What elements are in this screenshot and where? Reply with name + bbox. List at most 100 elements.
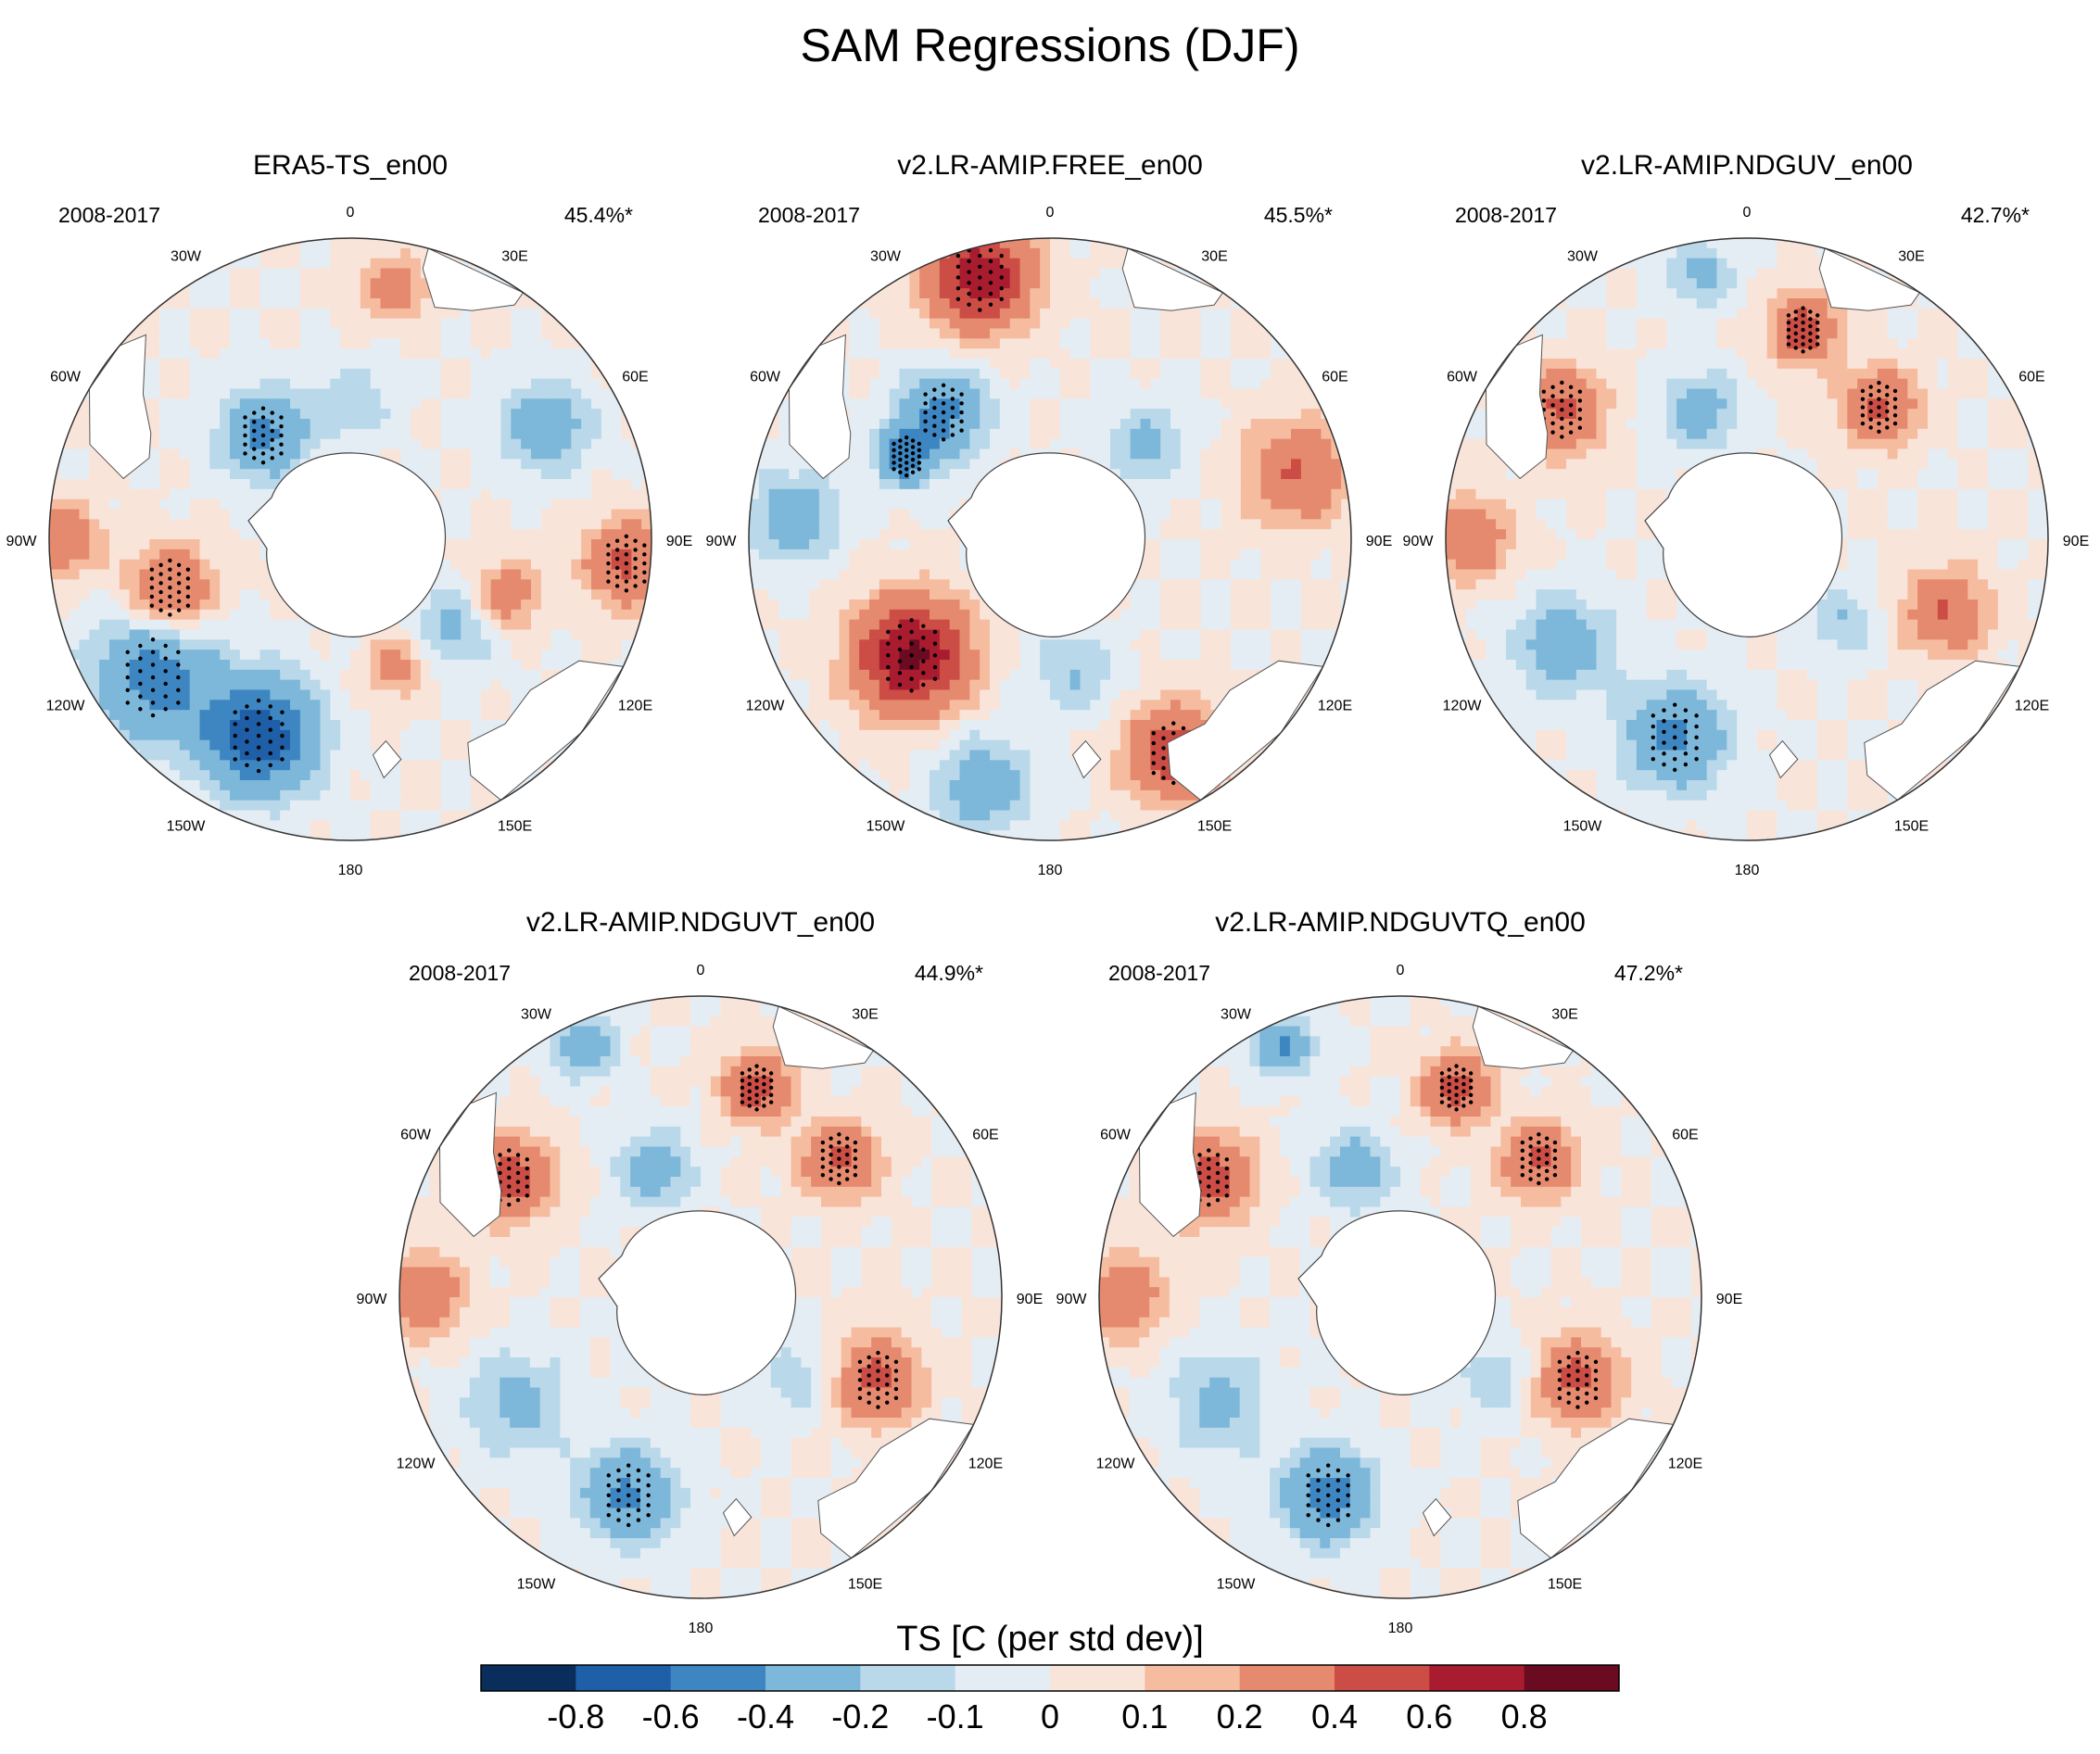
significance-dot [921,624,926,628]
significance-dot [1224,1193,1229,1198]
significance-dot [268,763,272,767]
longitude-label: 150E [1197,818,1232,834]
significance-dot [642,561,647,566]
significance-dot [917,454,922,459]
significance-dot [1560,425,1564,430]
significance-dot [1346,1483,1350,1488]
significance-dot [252,437,257,443]
significance-dot [1672,702,1677,707]
significance-dot [857,1395,863,1400]
significance-dot [1585,1391,1589,1396]
significance-dot [904,441,909,447]
significance-dot [252,428,257,434]
significance-dot [633,548,638,552]
significance-dot [185,576,191,581]
significance-dot [1885,400,1890,406]
longitude-label: 30W [521,1007,552,1023]
significance-dot [163,681,168,687]
significance-dot [636,1508,641,1513]
significance-dot [1468,1100,1474,1104]
significance-dot [1557,1369,1562,1373]
significance-dot [1877,413,1881,418]
significance-dot [163,669,168,674]
significance-dot [1151,761,1157,765]
significance-dot [1550,430,1555,435]
significance-dot [898,445,903,449]
significance-dot [1544,1136,1550,1141]
significance-dot [932,653,938,658]
significance-dot [616,1508,621,1513]
longitude-label: 90W [6,534,38,549]
significance-dot [1439,1100,1445,1104]
significance-dot [1161,776,1166,780]
significance-dot [176,675,181,680]
significance-dot [978,275,982,280]
significance-dot [1801,327,1805,333]
significance-dot [921,671,926,675]
significance-dot [988,248,993,253]
significance-dot [1575,1359,1580,1364]
significance-dot [1877,380,1881,385]
significance-dot [270,420,274,424]
significance-dot [876,1386,880,1392]
significance-dot [646,1513,651,1518]
significance-dot [1892,421,1898,426]
significance-dot [1316,1497,1321,1503]
significance-dot [923,410,928,415]
significance-dot [1786,313,1791,318]
significance-dot [932,676,938,681]
significance-dot [176,700,181,705]
significance-dot [967,259,971,264]
significance-dot [176,662,181,667]
significance-dot [1346,1473,1350,1478]
significance-dot [125,700,130,705]
significance-dot [988,281,993,285]
significance-dot [270,428,274,434]
significance-dot [260,461,266,465]
significance-dot [1860,388,1866,394]
significance-dot [909,688,914,693]
significance-dot [1161,726,1166,731]
significance-dot [941,401,946,406]
antarctica-landmass [1644,452,1843,637]
significance-dot [138,707,143,712]
significance-dot [897,671,903,675]
significance-dot [624,588,629,593]
significance-dot [988,291,993,297]
significance-dot [256,710,261,714]
significance-dot [1568,394,1574,398]
significance-dot [1215,1153,1221,1157]
significance-dot [1544,1168,1550,1173]
significance-dot [626,1503,631,1508]
significance-dot [1520,1148,1525,1154]
significance-dot [606,1513,611,1518]
significance-dot [857,1359,863,1364]
significance-dot [892,448,896,452]
significance-dot [1461,1104,1466,1108]
significance-dot [740,1092,745,1097]
significance-dot [1454,1100,1459,1104]
significance-dot [1346,1513,1350,1518]
significance-dot [1461,1067,1466,1072]
significance-dot [1224,1175,1229,1180]
significance-dot [844,1136,850,1141]
significance-dot [1207,1202,1211,1207]
significance-dot [633,556,638,562]
significance-dot [245,715,249,721]
longitude-label: 30E [1551,1007,1577,1023]
south-america-landmass [438,1092,502,1238]
significance-dot [1885,385,1890,389]
significance-dot [280,757,285,762]
significance-dot [243,442,247,447]
longitude-label: 120E [968,1457,1003,1472]
significance-dot [1528,1153,1533,1157]
significance-dot [1815,327,1820,333]
significance-dot [932,629,938,635]
significance-dot [1325,1463,1331,1468]
significance-dot [988,259,993,264]
longitude-label: 60W [1447,370,1478,385]
significance-dot [1325,1522,1331,1528]
significance-dot [886,664,891,670]
significance-dot [904,448,909,452]
significance-dot [1651,724,1655,729]
